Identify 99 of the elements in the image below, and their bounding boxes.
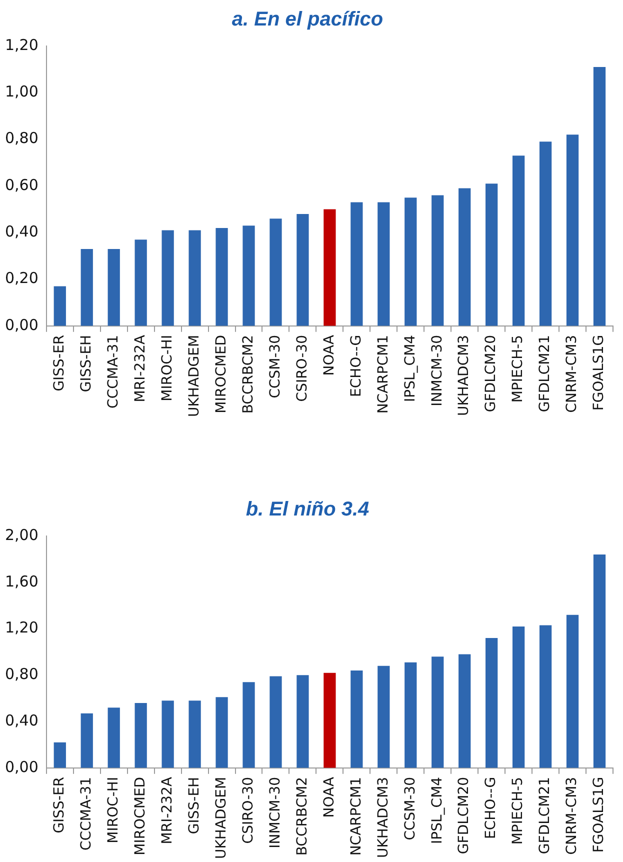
bar xyxy=(458,188,471,326)
bar xyxy=(486,638,498,768)
x-tick-label: ECHO--G xyxy=(348,334,364,397)
bar xyxy=(350,202,363,326)
x-tick-label: GISS-ER xyxy=(52,334,68,392)
x-tick-label: UKHADCM3 xyxy=(375,776,392,858)
bar xyxy=(404,198,417,326)
x-tick-label: UKHADGEM xyxy=(213,776,230,860)
y-tick-label: 1,60 xyxy=(4,572,38,590)
x-tick-label: GFDLCM21 xyxy=(537,334,554,412)
chart-title: a. En el pacífico xyxy=(232,8,384,31)
x-tick-label: CCSM-30 xyxy=(267,334,284,398)
bar xyxy=(242,682,255,768)
x-tick-label: UKHADGEM xyxy=(186,334,202,418)
x-tick-label: FGOALS1G xyxy=(591,334,608,411)
bar xyxy=(566,134,579,326)
y-tick-label: 0,00 xyxy=(4,758,38,776)
bar xyxy=(324,672,336,768)
x-tick-label: GISS-EH xyxy=(78,334,95,392)
y-tick-label: 0,00 xyxy=(4,316,38,334)
bar xyxy=(162,230,174,326)
bar xyxy=(216,228,228,326)
chart-title: b. El niño 3.4 xyxy=(246,498,370,521)
x-tick-label: CNRM-CM3 xyxy=(564,776,580,855)
bar xyxy=(54,742,66,768)
y-tick-label: 0,60 xyxy=(4,176,38,194)
bar xyxy=(404,662,417,768)
bar xyxy=(512,626,525,768)
bar xyxy=(188,700,201,768)
x-tick-label: MPIECH-5 xyxy=(510,334,526,403)
bar xyxy=(378,666,390,768)
bar xyxy=(162,700,174,768)
x-tick-label: MIROC-HI xyxy=(105,776,122,844)
bar xyxy=(54,286,66,326)
bar xyxy=(432,656,444,768)
x-tick-label: NCARPCM1 xyxy=(348,776,364,856)
x-tick-label: CSIRO-30 xyxy=(294,334,310,402)
x-tick-label: GFDLCM20 xyxy=(483,334,500,412)
bar xyxy=(216,697,228,768)
y-tick-label: 1,20 xyxy=(4,36,38,54)
x-tick-label: GISS-ER xyxy=(52,776,68,834)
bar xyxy=(134,240,147,326)
x-tick-label: NCARPCM1 xyxy=(375,334,392,414)
x-tick-label: IPSL_CM4 xyxy=(402,334,418,402)
bar xyxy=(539,625,552,768)
x-tick-label: GFDLCM20 xyxy=(456,776,472,854)
bar xyxy=(486,184,498,326)
bar xyxy=(539,142,552,326)
y-tick-label: 0,80 xyxy=(4,665,38,684)
x-tick-label: ECHO--G xyxy=(483,776,500,839)
x-tick-label: NOAA xyxy=(321,334,338,376)
bar xyxy=(270,218,282,326)
bar xyxy=(458,654,471,768)
bar xyxy=(296,675,309,768)
bar xyxy=(108,708,120,768)
x-tick-label: GFDLCM21 xyxy=(537,776,554,854)
x-tick-label: IPSL_CM4 xyxy=(429,776,446,844)
x-tick-label: CCCMA-31 xyxy=(105,334,122,408)
bar xyxy=(296,214,309,326)
y-tick-label: 0,40 xyxy=(4,222,38,240)
x-tick-label: CCCMA-31 xyxy=(78,776,95,850)
x-tick-label: INMCM-30 xyxy=(267,776,284,848)
y-tick-label: 1,00 xyxy=(4,82,38,101)
x-tick-label: GISS-EH xyxy=(186,776,202,834)
x-tick-label: MPIECH-5 xyxy=(510,776,526,845)
y-tick-label: 2,00 xyxy=(4,526,38,544)
x-tick-label: MRI-232A xyxy=(159,776,176,844)
bar xyxy=(378,202,390,326)
bar xyxy=(566,614,579,768)
bar xyxy=(108,248,120,326)
bar xyxy=(188,230,201,326)
bar xyxy=(593,66,606,326)
bar xyxy=(432,195,444,326)
y-tick-label: 0,20 xyxy=(4,269,38,288)
y-tick-label: 0,80 xyxy=(4,129,38,148)
bar xyxy=(242,226,255,326)
x-tick-label: MIROCMED xyxy=(132,776,148,856)
bar xyxy=(324,209,336,326)
bar xyxy=(134,702,147,768)
x-tick-label: UKHADCM3 xyxy=(456,334,472,416)
x-tick-label: MRI-232A xyxy=(132,334,148,402)
bar xyxy=(80,248,93,326)
bar xyxy=(512,156,525,326)
x-tick-label: CCSM-30 xyxy=(402,776,418,840)
bar xyxy=(80,713,93,768)
x-tick-label: NOAA xyxy=(321,776,338,818)
x-tick-label: MIROCMED xyxy=(213,334,230,414)
x-tick-label: MIROC-HI xyxy=(159,334,176,402)
x-tick-label: BCCRBCM2 xyxy=(294,776,310,856)
bar xyxy=(593,554,606,768)
x-tick-label: BCCRBCM2 xyxy=(240,334,256,414)
y-tick-label: 0,40 xyxy=(4,711,38,730)
x-tick-label: INMCM-30 xyxy=(429,334,446,406)
bar xyxy=(350,670,363,768)
y-tick-label: 1,20 xyxy=(4,618,38,637)
bar xyxy=(270,676,282,768)
x-tick-label: CSIRO-30 xyxy=(240,776,256,844)
x-tick-label: CNRM-CM3 xyxy=(564,334,580,413)
x-tick-label: FGOALS1G xyxy=(591,776,608,853)
